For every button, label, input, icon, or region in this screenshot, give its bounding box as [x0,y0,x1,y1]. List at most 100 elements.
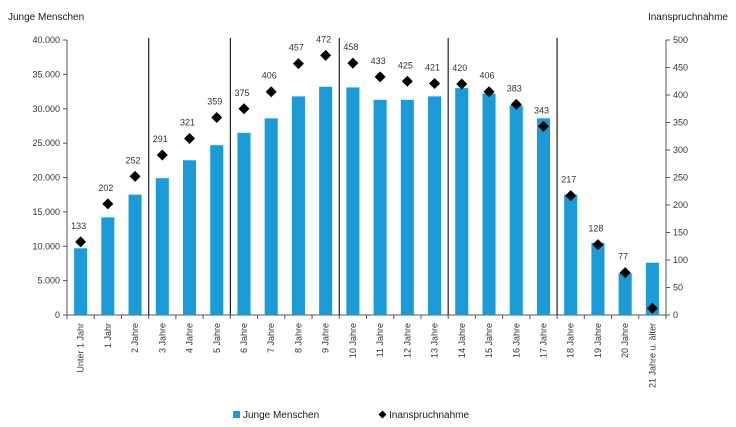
bar [74,248,88,315]
data-label: 375 [234,88,249,98]
bar [182,160,197,315]
marker-point [129,170,141,182]
bar-series [74,86,659,315]
y2-tick-label: 100 [673,255,688,265]
category-label: 12 Jahre [402,323,412,358]
marker-point [619,267,631,279]
bar [101,217,115,315]
data-label: 321 [180,117,195,127]
data-label: 472 [316,34,331,44]
data-label: 433 [371,56,386,66]
legend-label: Inanspruchnahme [389,410,469,421]
group-separators [148,38,558,315]
data-label: 421 [425,62,440,72]
data-label: 77 [618,252,628,262]
y-tick-label: 30.000 [32,104,60,114]
category-label: 13 Jahre [430,323,440,358]
data-label: 406 [262,71,277,81]
marker-point [429,77,441,89]
marker-point [156,149,168,161]
data-label: 133 [71,221,86,231]
data-label: 291 [153,134,168,144]
marker-point [211,112,223,124]
marker-point [184,132,196,144]
bar [591,242,605,315]
bar [210,145,224,315]
category-label: 2 Jahre [130,323,140,353]
bar [291,96,305,315]
category-label: 6 Jahre [239,323,249,353]
marker-point [537,120,549,132]
data-label: 406 [480,71,495,81]
marker-point [347,57,359,69]
data-label: 343 [534,105,549,115]
data-label: 425 [398,60,413,70]
data-labels: 133 202 252 291 321 359 375 406 457 472 458 433 425 4… [71,34,628,261]
y2-axis-title: Inanspruchnahme [648,12,728,23]
bar [128,194,142,315]
y-axis-title: Junge Menschen [8,12,84,23]
marker-point [320,49,332,61]
marker-point [646,302,658,314]
legend-swatch-diamond [378,410,387,419]
category-label: 10 Jahre [348,323,358,358]
marker-point [75,236,87,248]
bar [237,132,251,315]
category-label: 17 Jahre [538,323,548,358]
category-label: 19 Jahre [593,323,603,358]
category-label: 3 Jahre [157,323,167,353]
data-label: 457 [289,43,304,53]
y2-tick-label: 200 [673,200,688,210]
category-label: 20 Jahre [620,323,630,358]
y-tick-label: 35.000 [32,69,60,79]
category-labels: Unter 1 Jahr 1 Jahr 2 Jahre 3 Jahre 4 Jahre 5… [76,323,658,388]
marker-point [102,198,114,210]
bar [319,86,333,315]
marker-point [456,78,468,90]
bar [400,99,414,315]
y-tick-label: 0 [55,310,60,320]
marker-point [265,86,277,98]
bar [373,99,387,315]
category-label: 9 Jahre [321,323,331,353]
y-tick-label: 20.000 [32,173,60,183]
bar [455,88,469,315]
data-label: 128 [588,224,603,234]
data-label: 217 [561,175,576,185]
y-tick-label: 25.000 [32,138,60,148]
data-label: 252 [126,155,141,165]
y2-tick-label: 250 [673,173,688,183]
category-label: 14 Jahre [457,323,467,358]
bar [155,178,169,315]
category-label: 4 Jahre [185,323,195,353]
marker-point [510,98,522,110]
y-tick-label: 40.000 [32,35,60,45]
category-label: 5 Jahre [212,323,222,353]
y-tick-label: 10.000 [32,241,60,251]
marker-point [292,58,304,70]
data-label: 202 [98,183,113,193]
category-label: 15 Jahre [484,323,494,358]
marker-point [565,190,577,202]
data-label: 458 [343,42,358,52]
data-label: 359 [207,97,222,107]
bar [509,105,523,315]
bar [482,93,496,315]
y2-tick-label: 400 [673,90,688,100]
legend-label: Junge Menschen [243,410,319,421]
data-label: 383 [507,83,522,93]
y-tick-label: 5.000 [37,276,60,286]
y2-tick-label: 50 [673,283,683,293]
bar [346,87,360,315]
category-label: 1 Jahr [103,323,113,348]
marker-series [75,49,658,314]
bar [645,262,659,315]
data-label: 420 [452,63,467,73]
y-tick-label: 15.000 [32,207,60,217]
category-label: 8 Jahre [293,323,303,353]
category-label: 11 Jahre [375,323,385,357]
category-label: 21 Jahre u. älter [647,323,657,388]
bar [564,194,578,315]
category-label: 16 Jahre [511,323,521,358]
